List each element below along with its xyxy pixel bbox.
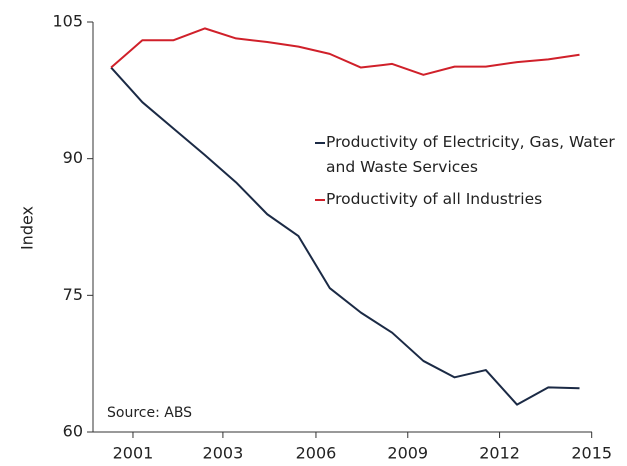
x-tick-label: 2001 [113,444,154,463]
x-tick-label: 2006 [296,444,337,463]
y-tick-label: 60 [63,422,83,441]
legend-label: Productivity of Electricity, Gas, Water … [326,133,615,176]
y-tick-label: 105 [52,12,83,31]
y-axis-label: Index [18,206,37,250]
y-tick-label: 90 [63,148,83,167]
legend-swatch [315,142,325,144]
source-note: Source: ABS [107,405,192,421]
x-tick-label: 2003 [203,444,244,463]
x-tick-label: 2015 [571,444,612,463]
x-tick-label: 2012 [479,444,520,463]
legend-entry: Productivity of Electricity, Gas, Water … [315,130,626,180]
series-line [110,66,580,406]
series-line [110,27,580,76]
y-tick-label: 75 [63,285,83,304]
legend-label: Productivity of all Industries [326,190,543,208]
x-tick-label: 2009 [387,444,428,463]
legend-entry: Productivity of all Industries [315,187,626,212]
legend-swatch [315,199,325,201]
